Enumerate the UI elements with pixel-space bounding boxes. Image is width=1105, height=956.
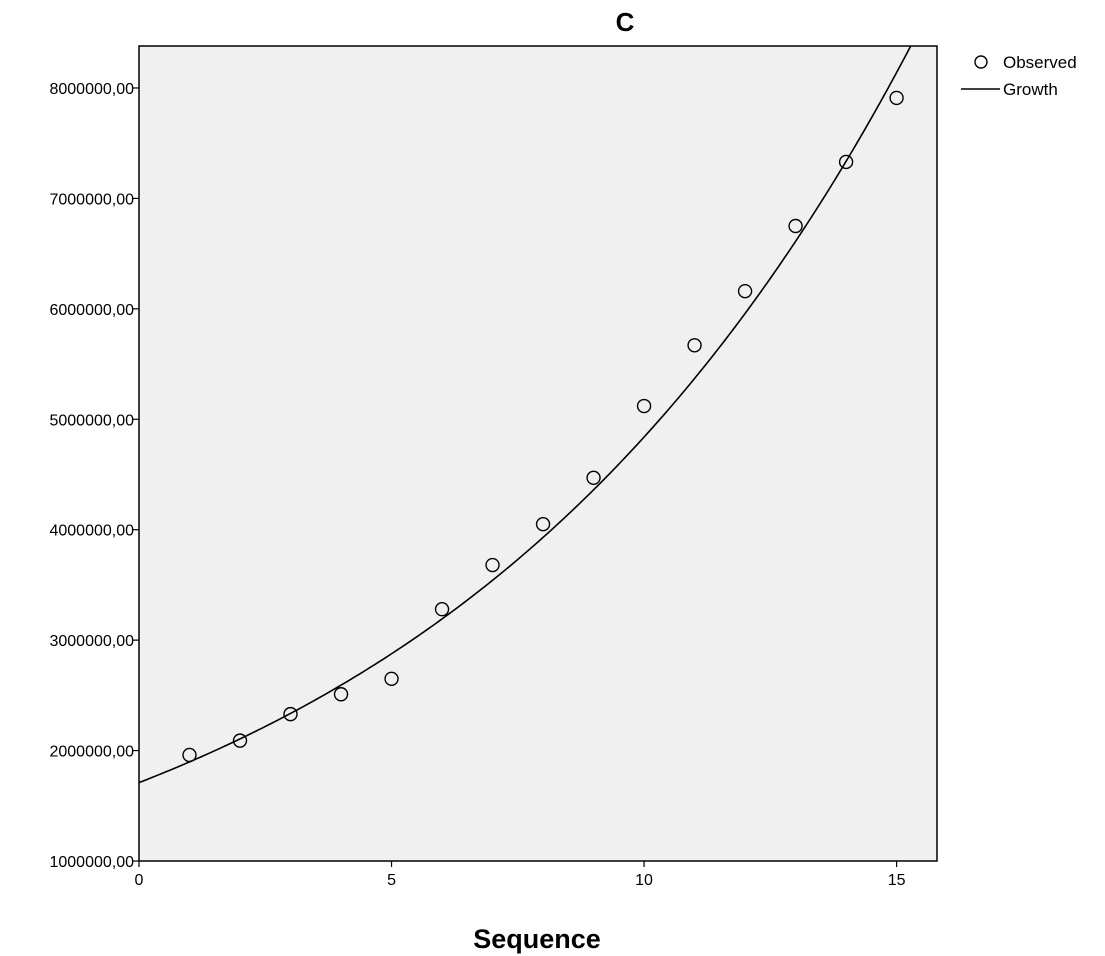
observed-point (889, 90, 904, 106)
observed-point (535, 516, 551, 532)
y-tick-label: 6000000,00 (49, 302, 134, 319)
x-axis-title: Sequence (473, 924, 601, 954)
x-tick-label: 0 (135, 872, 144, 889)
y-tick-label: 2000000,00 (49, 744, 134, 761)
legend-observed-marker (974, 55, 988, 69)
observed-point (586, 470, 601, 485)
chart-title: C (616, 7, 635, 37)
observed-point (283, 706, 298, 722)
growth-curve (138, 45, 912, 784)
observed-point (232, 733, 248, 748)
observed-point (384, 671, 399, 686)
y-tick-label: 3000000,00 (49, 633, 134, 650)
legend-growth-label: Growth (1003, 80, 1058, 99)
y-axis: 1000000,00 2000000,00 3000000,00 4000000,00… (49, 81, 139, 871)
observed-point (333, 687, 349, 702)
observed-point (788, 218, 803, 234)
y-tick-label: 8000000,00 (49, 81, 134, 98)
y-tick-label: 4000000,00 (49, 523, 134, 540)
observed-point (838, 154, 854, 170)
x-tick-label: 5 (387, 872, 396, 889)
y-tick-label: 7000000,00 (49, 191, 134, 208)
x-axis: 0 5 10 15 (135, 861, 906, 889)
legend-observed-label: Observed (1003, 53, 1077, 72)
observed-point (485, 557, 500, 573)
x-tick-label: 10 (635, 872, 653, 889)
plot-area (138, 45, 938, 862)
legend: Observed Growth (961, 53, 1077, 99)
y-tick-label: 1000000,00 (49, 854, 134, 871)
series-layer (138, 45, 912, 784)
y-tick-label: 5000000,00 (49, 412, 134, 429)
observed-point (737, 283, 753, 299)
observed-point (182, 747, 197, 763)
observed-point (434, 602, 450, 617)
x-tick-label: 15 (888, 872, 906, 889)
observed-point (636, 398, 652, 414)
observed-point (687, 338, 702, 353)
